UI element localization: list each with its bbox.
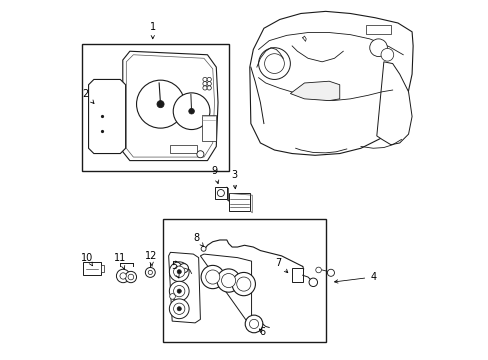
Polygon shape [249,12,412,155]
Bar [82,44,228,171]
Circle shape [249,319,258,329]
Polygon shape [376,62,411,145]
Circle shape [173,303,184,314]
Text: 2: 2 [82,89,94,104]
Circle shape [148,270,152,275]
Bar [83,262,101,275]
Circle shape [179,264,188,273]
Circle shape [327,269,334,276]
Polygon shape [200,254,251,323]
Circle shape [188,108,194,114]
Circle shape [205,270,219,284]
Text: 1: 1 [149,22,156,39]
Polygon shape [214,187,226,199]
Circle shape [169,262,189,282]
Text: 10: 10 [81,253,93,266]
Circle shape [201,265,224,289]
Text: 5: 5 [170,261,179,278]
Bar [366,25,390,33]
Circle shape [221,274,235,288]
Circle shape [380,48,393,61]
Circle shape [232,273,255,296]
Circle shape [258,48,290,80]
Circle shape [201,246,205,251]
Bar [228,193,250,211]
Polygon shape [168,252,200,323]
Circle shape [177,289,181,293]
Text: 3: 3 [230,170,237,189]
Text: 7: 7 [274,258,287,273]
Circle shape [315,267,321,273]
Circle shape [203,86,207,90]
Circle shape [217,189,224,197]
Bar [291,268,302,282]
Circle shape [207,86,211,90]
Circle shape [203,77,207,82]
Circle shape [169,299,189,319]
Polygon shape [202,115,216,141]
Text: 4: 4 [334,272,376,283]
Polygon shape [122,51,218,161]
Circle shape [217,269,240,292]
Circle shape [207,77,211,82]
Circle shape [145,267,155,277]
Bar [170,145,197,153]
Circle shape [125,271,136,283]
Polygon shape [88,80,125,154]
Circle shape [157,101,164,108]
Circle shape [264,54,284,73]
Circle shape [207,82,211,86]
Circle shape [116,269,130,283]
Polygon shape [290,81,339,100]
Circle shape [177,270,181,274]
Circle shape [236,277,250,291]
Circle shape [173,266,184,277]
Circle shape [120,273,126,279]
Circle shape [197,151,203,158]
Text: 8: 8 [193,233,203,246]
Circle shape [177,307,181,311]
Circle shape [203,82,207,86]
Text: 6: 6 [259,327,264,337]
Text: 11: 11 [114,253,126,269]
Bar [163,219,325,342]
Text: 9: 9 [211,166,218,184]
Circle shape [169,281,189,301]
Circle shape [173,93,209,130]
Text: 12: 12 [144,251,157,266]
Circle shape [173,285,184,297]
Circle shape [308,278,317,287]
Circle shape [369,39,386,57]
Circle shape [169,294,175,299]
Circle shape [128,274,133,280]
Circle shape [136,80,184,128]
Circle shape [244,315,263,333]
Bar [101,265,104,273]
